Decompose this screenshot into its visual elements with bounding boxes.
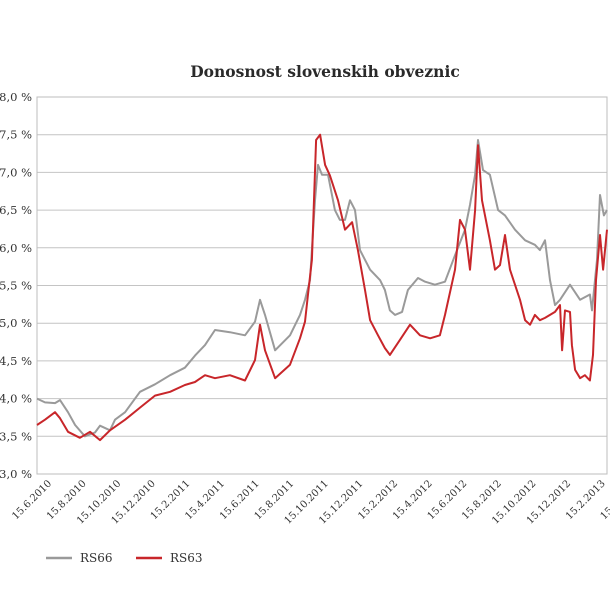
y-tick-label: 3,5 % [0, 429, 32, 443]
series-lines [36, 133, 608, 442]
y-tick-label: 6,5 % [0, 203, 32, 217]
legend: RS66 RS63 [46, 551, 203, 565]
plot-frame [36, 96, 608, 475]
y-tick-label: 4,0 % [0, 392, 32, 406]
legend-label-rs63: RS63 [170, 551, 203, 565]
y-tick-label: 4,5 % [0, 354, 32, 368]
legend-item-rs66: RS66 [46, 551, 113, 565]
gridlines [37, 134, 607, 437]
series-line-rs63 [36, 133, 608, 442]
y-tick-label: 6,0 % [0, 241, 32, 255]
legend-label-rs66: RS66 [80, 551, 113, 565]
x-axis-ticks: 15.6.201015.8.201015.10.201015.12.201015… [10, 478, 610, 526]
y-tick-label: 8,0 % [0, 90, 32, 104]
series-line-rs66 [36, 139, 608, 438]
legend-item-rs63: RS63 [136, 551, 203, 565]
y-tick-label: 5,5 % [0, 279, 32, 293]
chart-title: Donosnost slovenskih obveznic [190, 62, 460, 81]
y-tick-label: 7,0 % [0, 165, 32, 179]
y-tick-label: 5,0 % [0, 316, 32, 330]
y-tick-label: 3,0 % [0, 467, 32, 481]
y-tick-label: 7,5 % [0, 128, 32, 142]
y-axis-ticks: 3,0 % 3,5 % 4,0 % 4,5 % 5,0 % 5,5 % 6,0 % 6,5 %… [0, 90, 32, 481]
